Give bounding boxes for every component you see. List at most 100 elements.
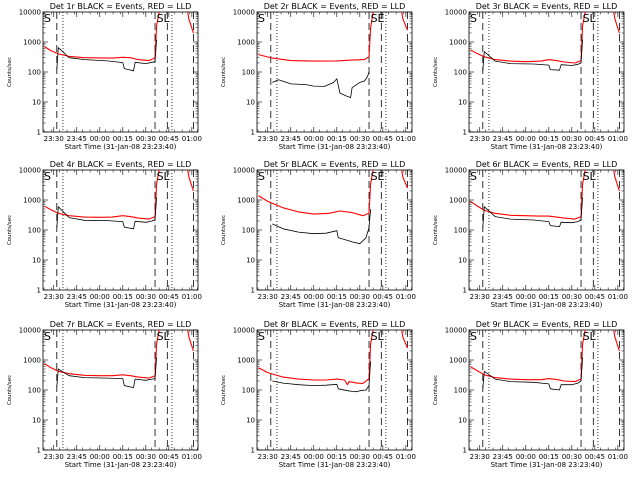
attenuator-marker-state: SL	[583, 12, 597, 25]
y-tick-label: 10	[458, 257, 467, 265]
series-line-events	[56, 197, 157, 230]
x-tick-label: 23:30	[258, 453, 278, 461]
attenuator-marker-state: SL	[157, 330, 171, 343]
x-tick-label: 00:45	[373, 293, 393, 301]
x-tick-label: 00:30	[562, 453, 582, 461]
x-axis-label: Start Time (31-Jan-08 23:23:40)	[491, 461, 603, 469]
x-tick-label: 01:00	[182, 453, 202, 461]
x-tick-label: 01:00	[396, 293, 416, 301]
y-tick-label: 10	[32, 417, 41, 425]
y-tick-label: 1	[251, 287, 255, 295]
series-line-lld	[258, 330, 408, 386]
y-axis-label: Counts/sec	[221, 375, 227, 405]
attenuator-marker-state: SE	[371, 170, 385, 183]
y-tick-label: 10000	[445, 327, 467, 335]
plot-frame	[42, 169, 199, 291]
attenuator-marker-start: S	[44, 12, 51, 25]
y-tick-label: 10	[32, 257, 41, 265]
y-tick-label: 100	[28, 227, 41, 235]
x-tick-label: 23:45	[67, 293, 87, 301]
plot-frame	[468, 169, 625, 291]
series-line-events	[272, 71, 370, 98]
y-tick-label: 1000	[23, 39, 41, 47]
y-axis-label: Counts/sec	[433, 375, 439, 405]
series-group	[44, 12, 194, 72]
y-tick-label: 100	[454, 387, 467, 395]
chart-title: Det 4r BLACK = Events, RED = LLD	[50, 160, 192, 169]
x-tick-label: 00:15	[539, 453, 559, 461]
y-tick-label: 1	[37, 447, 41, 455]
x-tick-label: 00:15	[327, 293, 347, 301]
x-axis-label: Start Time (31-Jan-08 23:23:40)	[279, 461, 391, 469]
x-tick-label: 23:45	[493, 135, 513, 143]
attenuator-marker-state: SL	[157, 170, 171, 183]
x-tick-label: 00:00	[304, 135, 324, 143]
series-group	[258, 330, 408, 393]
y-tick-label: 1000	[237, 197, 255, 205]
plot-frame	[256, 169, 413, 291]
x-axis-label: Start Time (31-Jan-08 23:23:40)	[65, 143, 177, 151]
plot-frame	[256, 11, 413, 133]
plot-frame	[468, 11, 625, 133]
series-line-events	[482, 357, 583, 391]
x-tick-label: 00:30	[136, 453, 156, 461]
series-group	[44, 330, 194, 388]
x-tick-label: 00:45	[373, 135, 393, 143]
series-line-lld	[44, 330, 194, 379]
attenuator-marker-state: SL	[157, 12, 171, 25]
x-tick-label: 01:00	[396, 135, 416, 143]
y-tick-label: 10000	[19, 9, 41, 17]
x-tick-label: 00:30	[562, 135, 582, 143]
series-line-events	[482, 197, 583, 228]
attenuator-marker-start: S	[44, 330, 51, 343]
series-group	[470, 12, 620, 71]
x-tick-label: 00:15	[539, 293, 559, 301]
y-tick-label: 1000	[449, 39, 467, 47]
attenuator-marker-state: SL	[583, 330, 597, 343]
x-tick-label: 23:45	[281, 453, 301, 461]
series-line-lld	[44, 12, 194, 62]
series-line-lld	[470, 170, 620, 220]
series-line-events	[482, 39, 583, 71]
x-tick-label: 23:45	[67, 135, 87, 143]
y-tick-label: 1	[251, 129, 255, 137]
y-tick-label: 100	[28, 69, 41, 77]
y-tick-label: 1	[463, 129, 467, 137]
y-axis-label: Counts/sec	[433, 57, 439, 87]
x-tick-label: 00:00	[90, 135, 110, 143]
series-line-events	[272, 208, 371, 245]
chart-title: Det 2r BLACK = Events, RED = LLD	[264, 2, 406, 11]
x-axis-label: Start Time (31-Jan-08 23:23:40)	[491, 301, 603, 309]
x-tick-label: 00:30	[350, 293, 370, 301]
y-tick-label: 10	[32, 99, 41, 107]
x-tick-label: 01:00	[608, 135, 628, 143]
panel-det-5: Det 5r BLACK = Events, RED = LLD 1 10 100 10…	[221, 160, 416, 309]
y-tick-label: 10	[246, 257, 255, 265]
series-line-events	[272, 361, 371, 393]
y-tick-label: 1000	[23, 357, 41, 365]
x-tick-label: 01:00	[608, 293, 628, 301]
x-tick-label: 23:30	[44, 293, 64, 301]
plot-frame	[256, 329, 413, 451]
y-tick-label: 10000	[233, 9, 255, 17]
y-tick-label: 100	[242, 69, 255, 77]
chart-title: Det 3r BLACK = Events, RED = LLD	[476, 2, 618, 11]
y-tick-label: 100	[454, 227, 467, 235]
x-tick-label: 23:45	[281, 135, 301, 143]
x-tick-label: 00:00	[516, 453, 536, 461]
attenuator-marker-start: S	[470, 170, 477, 183]
panel-det-6: Det 6r BLACK = Events, RED = LLD 1 10 100 10…	[433, 160, 628, 309]
x-tick-label: 00:15	[113, 293, 133, 301]
x-tick-label: 00:30	[136, 293, 156, 301]
y-tick-label: 10	[458, 417, 467, 425]
series-line-lld	[44, 170, 194, 220]
y-tick-label: 100	[242, 227, 255, 235]
panel-det-3: Det 3r BLACK = Events, RED = LLD 1 10 100 10…	[433, 2, 628, 151]
series-group	[470, 330, 620, 391]
panel-det-2: Det 2r BLACK = Events, RED = LLD 1 10 100 10…	[221, 2, 416, 151]
x-tick-label: 23:45	[281, 293, 301, 301]
y-axis-label: Counts/sec	[7, 375, 13, 405]
x-tick-label: 01:00	[182, 135, 202, 143]
chart-title: Det 8r BLACK = Events, RED = LLD	[264, 320, 406, 329]
